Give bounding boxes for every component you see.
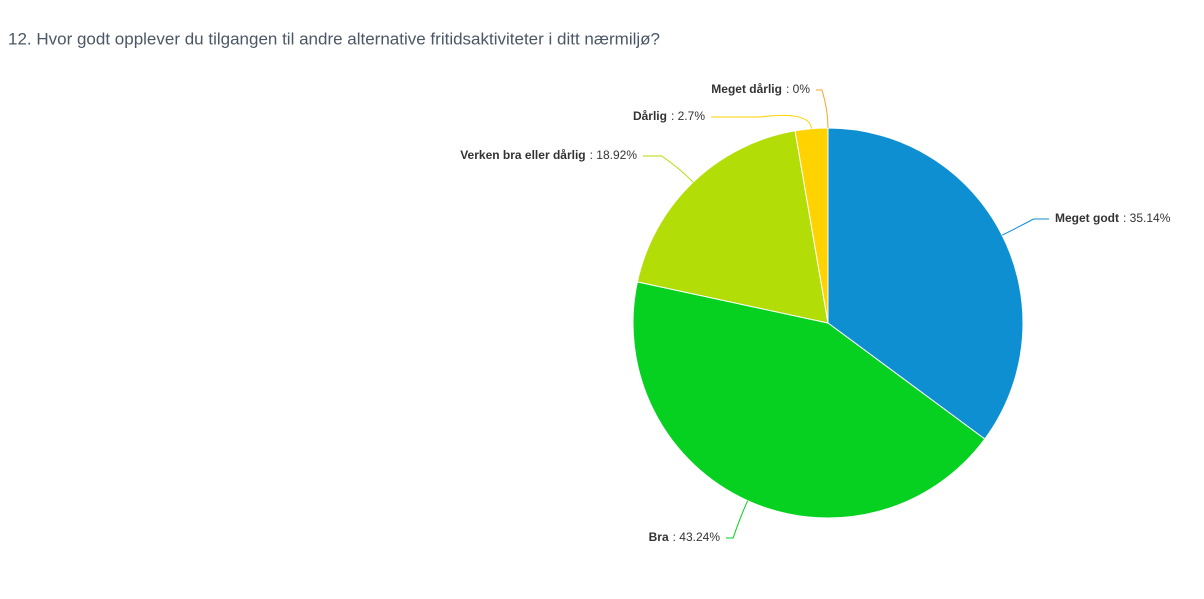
label-connector [643,155,694,183]
label-connector [726,500,749,539]
pie-slice [632,281,986,519]
slice-label: Meget dårlig : 0% [711,82,810,96]
chart-title: 12. Hvor godt opplever du tilgangen til … [8,29,660,48]
slice-value: : 0% [786,82,810,96]
slice-label: Verken bra eller dårlig : 18.92% [460,148,637,162]
slice-value: : 35.14% [1123,211,1171,225]
slice-value: : 18.92% [590,148,638,162]
slice-name: Meget godt [1055,211,1119,225]
pie-slice [827,127,1024,440]
label-connector [816,89,829,129]
label-connector [711,114,812,129]
slice-name: Bra [649,530,669,544]
slice-name: Dårlig [633,109,667,123]
slice-value: : 43.24% [673,530,721,544]
slice-label: Bra : 43.24% [649,530,721,544]
slice-label: Dårlig : 2.7% [633,109,705,123]
slice-label: Meget godt : 35.14% [1055,211,1171,225]
label-connector [1001,218,1049,236]
slice-name: Verken bra eller dårlig [460,148,585,162]
slice-value: : 2.7% [671,109,705,123]
slice-name: Meget dårlig [711,82,782,96]
